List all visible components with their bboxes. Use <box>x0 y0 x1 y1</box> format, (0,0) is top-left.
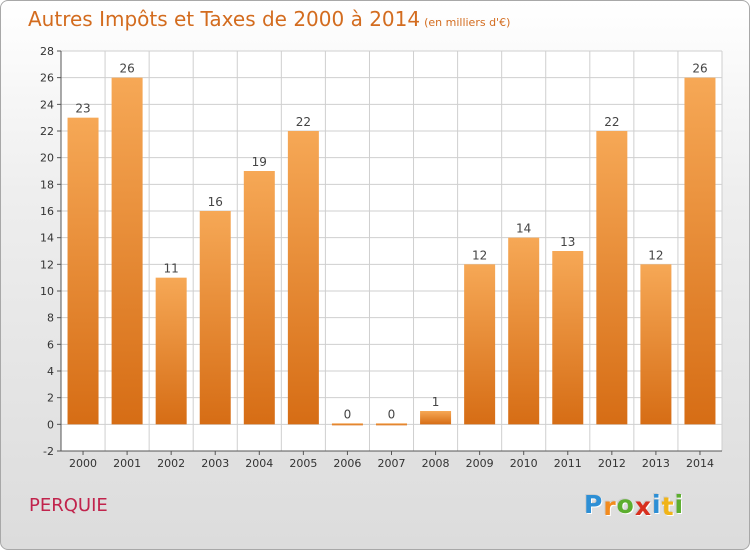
data-label: 22 <box>604 115 619 129</box>
location-label: PERQUIE <box>29 495 108 516</box>
data-label: 13 <box>560 235 575 249</box>
bar <box>420 411 452 425</box>
data-label: 12 <box>472 248 487 262</box>
x-tick-label: 2004 <box>245 457 273 470</box>
bar <box>376 423 407 426</box>
x-tick-label: 2012 <box>598 457 626 470</box>
y-tick-label: 12 <box>40 258 54 271</box>
y-tick-label: 20 <box>40 152 54 165</box>
bar <box>199 211 231 425</box>
bar <box>155 277 187 425</box>
x-tick-label: 2010 <box>510 457 538 470</box>
y-tick-label: 6 <box>47 338 54 351</box>
data-label: 19 <box>252 155 267 169</box>
brand-letter: r <box>603 492 617 521</box>
y-tick-label: 2 <box>47 392 54 405</box>
y-tick-label: 24 <box>40 98 54 111</box>
bar <box>596 131 628 425</box>
y-tick-label: -2 <box>43 445 54 458</box>
x-tick-label: 2008 <box>422 457 450 470</box>
bar <box>287 131 319 425</box>
data-label: 0 <box>344 407 352 421</box>
x-tick-label: 2011 <box>554 457 582 470</box>
x-tick-label: 2009 <box>466 457 494 470</box>
data-label: 26 <box>692 62 707 76</box>
y-tick-label: 18 <box>40 178 54 191</box>
data-label: 23 <box>75 102 90 116</box>
data-label: 14 <box>516 222 531 236</box>
brand-letter: t <box>661 492 675 521</box>
bar <box>552 251 584 425</box>
x-tick-label: 2001 <box>113 457 141 470</box>
brand-logo: Proxiti <box>584 490 685 521</box>
x-tick-label: 2003 <box>201 457 229 470</box>
brand-letter: o <box>616 490 635 519</box>
brand-letter: x <box>634 492 652 521</box>
bar <box>508 237 540 425</box>
bar <box>464 264 496 425</box>
chart-subtitle: (en milliers d'€) <box>424 16 511 29</box>
bar <box>67 117 99 425</box>
x-tick-label: 2014 <box>686 457 714 470</box>
bar <box>640 264 672 425</box>
bar <box>111 77 143 425</box>
y-tick-label: 14 <box>40 232 54 245</box>
brand-letter: i <box>652 490 662 519</box>
bar <box>684 77 716 425</box>
chart-title: Autres Impôts et Taxes de 2000 à 2014 (en… <box>28 7 510 31</box>
x-tick-label: 2007 <box>378 457 406 470</box>
y-tick-label: 4 <box>47 365 54 378</box>
y-tick-label: 28 <box>40 45 54 58</box>
data-label: 1 <box>432 395 440 409</box>
y-tick-label: 0 <box>47 418 54 431</box>
x-tick-label: 2006 <box>333 457 361 470</box>
x-tick-label: 2005 <box>289 457 317 470</box>
x-tick-label: 2013 <box>642 457 670 470</box>
y-tick-label: 10 <box>40 285 54 298</box>
data-label: 12 <box>648 248 663 262</box>
data-label: 0 <box>388 407 396 421</box>
data-label: 11 <box>164 262 179 276</box>
y-tick-label: 26 <box>40 72 54 85</box>
brand-letter: i <box>674 490 685 519</box>
y-tick-label: 8 <box>47 312 54 325</box>
brand-letter: P <box>584 490 604 519</box>
y-tick-label: 22 <box>40 125 54 138</box>
y-tick-label: 16 <box>40 205 54 218</box>
chart-title-text: Autres Impôts et Taxes de 2000 à 2014 <box>28 7 421 31</box>
data-label: 26 <box>119 62 134 76</box>
data-label: 22 <box>296 115 311 129</box>
x-tick-label: 2000 <box>69 457 97 470</box>
bar <box>331 423 363 426</box>
x-tick-label: 2002 <box>157 457 185 470</box>
data-label: 16 <box>208 195 223 209</box>
bar <box>243 171 275 425</box>
